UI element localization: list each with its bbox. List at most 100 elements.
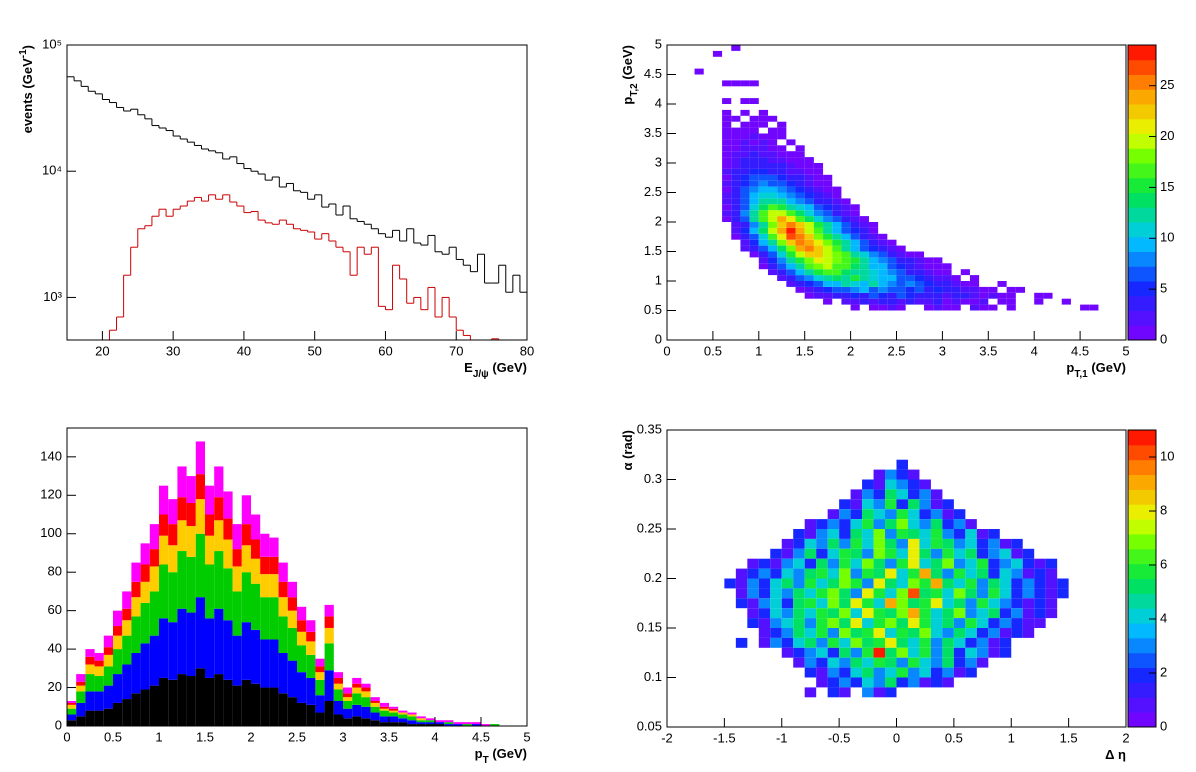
heatmap-cell	[740, 198, 750, 205]
heatmap-cell	[976, 588, 989, 599]
histogram-segment	[361, 706, 371, 719]
heatmap-cell	[832, 269, 842, 276]
heatmap-cell	[722, 127, 732, 134]
heatmap-cell	[722, 163, 732, 169]
colorbar-band	[1128, 266, 1156, 282]
heatmap-cell	[1022, 548, 1035, 559]
heatmap-cell	[988, 628, 1000, 638]
heatmap-cell	[862, 529, 874, 539]
histogram-segment	[398, 722, 408, 726]
heatmap-cell	[887, 257, 897, 264]
heatmap-cell	[740, 186, 750, 193]
heatmap-cell	[919, 479, 931, 490]
heatmap-cell	[832, 233, 842, 240]
heatmap-cell	[850, 210, 860, 217]
histogram-segment	[333, 701, 343, 715]
heatmap-cell	[868, 251, 879, 258]
axis-title: Δ η	[1105, 747, 1126, 762]
heatmap-cell	[942, 292, 952, 299]
x-tick-label: 3.5	[380, 729, 398, 744]
heatmap-cell	[724, 578, 736, 589]
heatmap-cell	[804, 618, 817, 628]
heatmap-cell	[731, 233, 741, 240]
x-tick-label: 0	[63, 729, 70, 744]
heatmap-cell	[907, 598, 920, 609]
heatmap-cell	[951, 286, 961, 293]
histogram-segment	[177, 497, 187, 521]
histogram-segment	[94, 710, 104, 726]
colorbar-band	[1128, 281, 1156, 297]
x-tick-label: 0.5	[704, 343, 722, 358]
heatmap-cell	[813, 239, 824, 246]
heatmap-cell	[969, 298, 980, 305]
heatmap-cell	[930, 489, 943, 500]
heatmap-cell	[813, 245, 824, 252]
heatmap-cell	[804, 588, 817, 599]
axis-title-part: E	[464, 360, 473, 375]
histogram-segment	[195, 597, 205, 669]
histogram-segment	[103, 635, 113, 648]
heatmap-cell	[878, 275, 888, 281]
heatmap-cell	[1011, 588, 1023, 599]
heatmap-cell	[976, 608, 989, 619]
heatmap-cell	[731, 115, 741, 122]
heatmap-cell	[953, 538, 966, 549]
heatmap-cell	[942, 529, 954, 539]
histogram-segment	[85, 656, 95, 665]
histogram-segment	[416, 720, 426, 723]
histogram-segment	[140, 543, 150, 565]
histogram-segment	[186, 476, 196, 503]
heatmap-cell	[841, 298, 851, 305]
heatmap-cell	[896, 667, 908, 678]
heatmap-cell	[786, 233, 796, 240]
heatmap-cell	[722, 210, 732, 217]
heatmap-cell	[786, 216, 796, 222]
heatmap-cell	[804, 216, 814, 222]
heatmap-cell	[740, 151, 750, 158]
heatmap-cell	[795, 163, 805, 169]
heatmap-cell	[907, 469, 920, 480]
colorbar-band	[1128, 652, 1156, 669]
heatmap-cell	[859, 216, 869, 222]
heatmap-cell	[777, 174, 787, 181]
y-tick-label: 0.05	[637, 718, 662, 733]
colorbar-band	[1128, 667, 1156, 683]
heatmap-cell	[878, 281, 888, 287]
x-tick-label: 1	[1008, 730, 1015, 745]
heatmap-cell	[850, 509, 863, 520]
heatmap-cell	[793, 628, 805, 638]
heatmap-cell	[905, 286, 915, 293]
histogram-segment	[278, 562, 288, 582]
heatmap-cell	[885, 538, 897, 549]
heatmap-cell	[862, 499, 874, 510]
heatmap-cell	[731, 168, 741, 175]
heatmap-cell	[735, 588, 748, 599]
heatmap-cell	[740, 139, 750, 146]
heatmap-cell	[965, 578, 977, 589]
heatmap-cell	[777, 233, 787, 240]
heatmap-cell	[907, 529, 920, 539]
heatmap-cell	[823, 186, 833, 193]
heatmap-cell	[731, 127, 741, 134]
heatmap-cell	[813, 281, 824, 287]
heatmap-cell	[862, 618, 874, 628]
axis-title: pT,1 (GeV)	[1066, 360, 1126, 380]
heatmap-cell	[804, 608, 817, 619]
heatmap-cell	[749, 115, 759, 122]
heatmap-cell	[804, 263, 814, 270]
histogram-segment	[168, 622, 178, 680]
heatmap-cell	[988, 637, 1000, 648]
heatmap-cell	[930, 608, 943, 619]
histogram-segment	[94, 652, 104, 661]
x-tick-label: 40	[237, 343, 251, 358]
colorbar-band	[1128, 533, 1156, 550]
heatmap-cell	[804, 578, 817, 589]
x-tick-label: -0.5	[828, 730, 850, 745]
heatmap-cell	[930, 548, 943, 559]
histogram-segment	[370, 706, 380, 713]
heatmap-cell	[813, 204, 824, 211]
y-tick-label: 0.2	[644, 570, 662, 585]
heatmap-cell	[1022, 578, 1035, 589]
colorbar-band	[1128, 45, 1156, 61]
heatmap-cell	[804, 628, 817, 638]
